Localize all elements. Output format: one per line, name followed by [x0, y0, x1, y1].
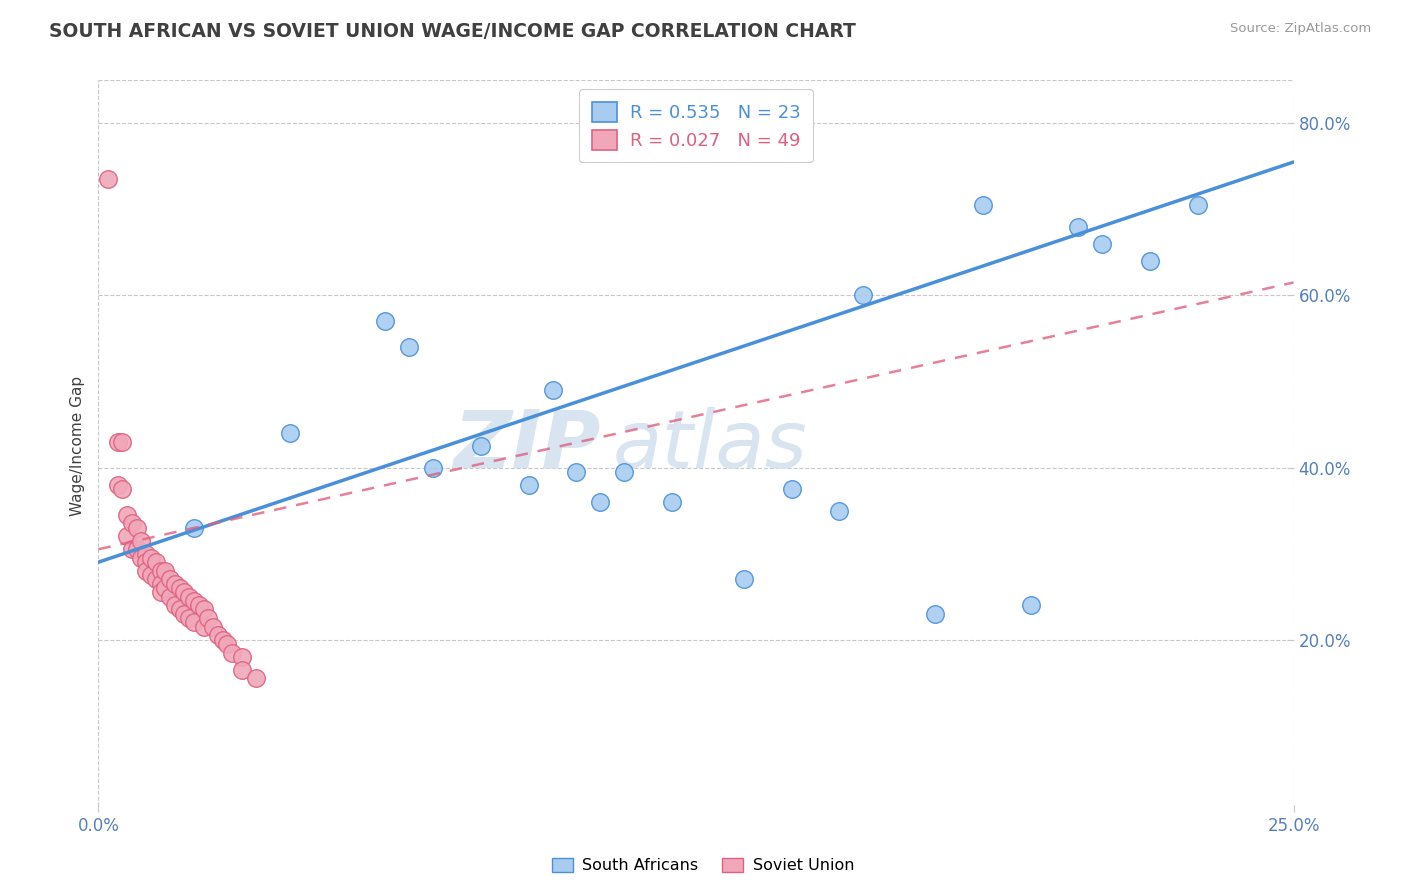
Point: [159, 590, 181, 604]
Point: [193, 620, 215, 634]
Point: [173, 607, 195, 621]
Point: [221, 646, 243, 660]
Point: [217, 637, 239, 651]
Point: [183, 521, 205, 535]
Point: [613, 465, 636, 479]
Point: [187, 598, 209, 612]
Text: ZIP: ZIP: [453, 407, 600, 485]
Point: [183, 594, 205, 608]
Point: [125, 521, 148, 535]
Point: [149, 564, 172, 578]
Point: [780, 482, 803, 496]
Point: [1067, 219, 1090, 234]
Point: [517, 477, 540, 491]
Y-axis label: Wage/Income Gap: Wage/Income Gap: [69, 376, 84, 516]
Point: [852, 288, 875, 302]
Point: [131, 550, 153, 565]
Point: [173, 585, 195, 599]
Legend: R = 0.535   N = 23, R = 0.027   N = 49: R = 0.535 N = 23, R = 0.027 N = 49: [579, 89, 813, 162]
Point: [139, 550, 162, 565]
Point: [589, 495, 612, 509]
Point: [661, 495, 683, 509]
Point: [541, 383, 564, 397]
Point: [1091, 236, 1114, 251]
Point: [211, 632, 233, 647]
Point: [207, 628, 229, 642]
Point: [470, 439, 492, 453]
Point: [163, 598, 186, 612]
Point: [125, 542, 148, 557]
Point: [972, 198, 994, 212]
Point: [139, 568, 162, 582]
Text: Source: ZipAtlas.com: Source: ZipAtlas.com: [1230, 22, 1371, 36]
Point: [202, 620, 225, 634]
Point: [163, 576, 186, 591]
Point: [149, 585, 172, 599]
Point: [245, 671, 267, 685]
Point: [115, 508, 138, 522]
Point: [159, 573, 181, 587]
Point: [183, 615, 205, 630]
Point: [155, 581, 177, 595]
Point: [115, 529, 138, 543]
Point: [111, 434, 134, 449]
Point: [565, 465, 588, 479]
Point: [111, 482, 134, 496]
Point: [107, 477, 129, 491]
Point: [149, 576, 172, 591]
Point: [231, 663, 253, 677]
Point: [179, 611, 201, 625]
Point: [135, 547, 157, 561]
Point: [398, 340, 420, 354]
Point: [422, 460, 444, 475]
Point: [197, 611, 219, 625]
Point: [169, 581, 191, 595]
Point: [1019, 598, 1042, 612]
Point: [828, 503, 851, 517]
Point: [97, 172, 120, 186]
Point: [169, 602, 191, 616]
Point: [374, 314, 396, 328]
Point: [193, 602, 215, 616]
Point: [121, 542, 143, 557]
Point: [1139, 254, 1161, 268]
Point: [131, 533, 153, 548]
Point: [145, 573, 167, 587]
Point: [121, 516, 143, 531]
Point: [135, 555, 157, 569]
Text: SOUTH AFRICAN VS SOVIET UNION WAGE/INCOME GAP CORRELATION CHART: SOUTH AFRICAN VS SOVIET UNION WAGE/INCOM…: [49, 22, 856, 41]
Point: [135, 564, 157, 578]
Point: [278, 426, 301, 441]
Point: [231, 649, 253, 664]
Text: atlas: atlas: [613, 407, 807, 485]
Point: [155, 564, 177, 578]
Point: [107, 434, 129, 449]
Legend: South Africans, Soviet Union: South Africans, Soviet Union: [546, 851, 860, 880]
Point: [145, 555, 167, 569]
Point: [179, 590, 201, 604]
Point: [924, 607, 946, 621]
Point: [1187, 198, 1209, 212]
Point: [733, 573, 755, 587]
